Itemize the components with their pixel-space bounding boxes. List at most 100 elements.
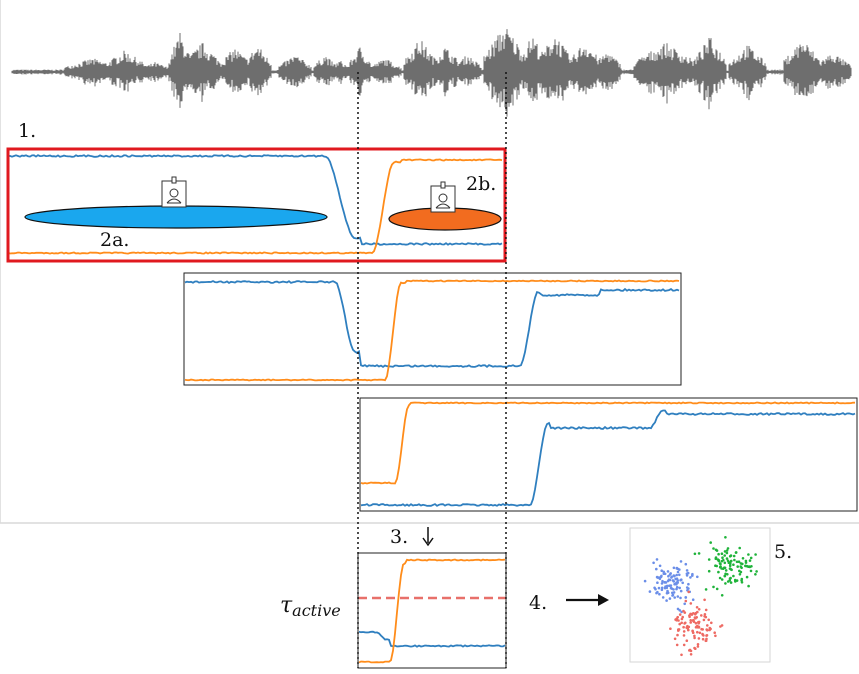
cluster-blue-point bbox=[689, 576, 692, 579]
cluster-blue-point bbox=[672, 566, 676, 570]
arrow-right-icon bbox=[566, 594, 609, 606]
cluster-red-point bbox=[693, 646, 696, 650]
window-1-highlight-box bbox=[6, 147, 507, 263]
speaker-a-label: 2a. bbox=[100, 229, 129, 251]
cluster-blue-point bbox=[672, 574, 676, 577]
cluster-blue-point bbox=[676, 570, 680, 574]
cluster-green-point bbox=[714, 548, 718, 552]
cluster-red-point bbox=[703, 598, 706, 602]
cluster-blue-point bbox=[691, 572, 694, 576]
cluster-red-point bbox=[688, 615, 691, 619]
cluster-blue-point bbox=[655, 575, 659, 579]
cluster-green-point bbox=[724, 582, 727, 585]
cluster-green-point bbox=[729, 581, 733, 584]
cluster-blue-point bbox=[672, 588, 675, 591]
cluster-green-point bbox=[720, 552, 724, 555]
cluster-red-point bbox=[694, 611, 698, 615]
cluster-green-point bbox=[747, 584, 750, 588]
cluster-red-point bbox=[701, 628, 704, 631]
cluster-red-point bbox=[689, 619, 692, 622]
cluster-green-point bbox=[726, 547, 730, 550]
step-3-label: 3. bbox=[390, 526, 408, 548]
cluster-green-point bbox=[725, 557, 729, 560]
cluster-red-point bbox=[694, 617, 697, 620]
cluster-blue-point bbox=[678, 568, 681, 571]
cluster-blue-point bbox=[669, 572, 672, 575]
cluster-blue-point bbox=[670, 576, 673, 579]
cluster-blue-point bbox=[680, 578, 683, 581]
cluster-red-point bbox=[696, 643, 700, 646]
cluster-blue-point bbox=[668, 584, 671, 587]
cluster-green-point bbox=[721, 556, 724, 559]
cluster-green-point bbox=[718, 562, 722, 565]
cluster-blue-point bbox=[652, 561, 655, 565]
cluster-green-point bbox=[722, 558, 725, 562]
cluster-red-point bbox=[689, 612, 693, 616]
cluster-green-point bbox=[735, 560, 739, 564]
cluster-red-point bbox=[706, 624, 709, 627]
cluster-green-point bbox=[704, 588, 708, 591]
cluster-blue-point bbox=[675, 581, 678, 585]
cluster-red-point bbox=[689, 653, 693, 656]
cluster-blue-point bbox=[662, 570, 665, 574]
cluster-red-point bbox=[704, 615, 708, 619]
cluster-green-point bbox=[736, 565, 739, 568]
cluster-blue-point bbox=[666, 570, 670, 573]
cluster-blue-point bbox=[667, 574, 670, 578]
cluster-blue-point bbox=[656, 581, 659, 584]
cluster-blue-point bbox=[675, 567, 679, 570]
cluster-green-point bbox=[723, 566, 726, 569]
cluster-blue-point bbox=[687, 582, 690, 586]
window-3-speaker-b-curve bbox=[360, 401, 856, 485]
cluster-blue-point bbox=[663, 581, 666, 584]
cluster-green-point bbox=[729, 559, 733, 563]
cluster-blue-point bbox=[679, 596, 682, 600]
cluster-green-point bbox=[723, 574, 727, 578]
cluster-green-point bbox=[754, 573, 757, 576]
cluster-blue-point bbox=[679, 589, 683, 593]
cluster-green-point bbox=[725, 551, 729, 555]
cluster-green-point bbox=[738, 546, 741, 550]
cluster-green-point bbox=[740, 577, 744, 581]
selection-dotted-lines bbox=[357, 72, 507, 668]
cluster-blue-point bbox=[678, 573, 681, 577]
cluster-green-point bbox=[737, 560, 741, 563]
speaker-b-label: 2b. bbox=[466, 173, 496, 195]
cluster-red-point bbox=[676, 633, 679, 637]
cluster-green-point bbox=[732, 563, 735, 566]
cluster-red-point bbox=[689, 602, 693, 605]
cluster-red-point bbox=[678, 622, 681, 626]
threshold-label: τactive bbox=[280, 593, 341, 620]
cluster-red-point bbox=[719, 625, 722, 628]
cluster-blue-point bbox=[668, 597, 672, 600]
arrow-down-icon bbox=[422, 527, 434, 547]
cluster-blue-point bbox=[664, 585, 667, 588]
cluster-blue-point bbox=[666, 589, 669, 593]
window-2-speaker-b-curve bbox=[184, 279, 680, 382]
cluster-red-point bbox=[695, 606, 699, 609]
cluster-green-point bbox=[749, 569, 753, 573]
cluster-blue-point bbox=[661, 596, 665, 599]
cluster-blue-point bbox=[660, 588, 664, 592]
cluster-blue-point bbox=[648, 590, 652, 593]
cluster-green-point bbox=[720, 567, 723, 570]
cluster-red-point bbox=[692, 618, 695, 622]
window-3-panel bbox=[359, 397, 858, 512]
cluster-blue-point bbox=[671, 593, 675, 597]
cluster-blue-point bbox=[685, 586, 689, 589]
cluster-red-point bbox=[702, 634, 705, 637]
cluster-blue-point bbox=[658, 564, 662, 568]
cluster-blue-point bbox=[673, 582, 676, 586]
cluster-blue-point bbox=[673, 596, 676, 599]
cluster-green-point bbox=[728, 564, 732, 567]
cluster-green-point bbox=[720, 594, 724, 597]
cluster-red-point bbox=[714, 634, 717, 638]
cluster-green-point bbox=[728, 555, 732, 558]
cluster-blue-point bbox=[658, 592, 661, 596]
cluster-green-point bbox=[747, 553, 750, 556]
cluster-green-point bbox=[723, 561, 727, 565]
cluster-green-point bbox=[749, 556, 753, 560]
window-1-speaker-a-curve bbox=[7, 154, 503, 246]
cluster-red-point bbox=[687, 590, 690, 594]
step-1-label: 1. bbox=[18, 120, 36, 142]
